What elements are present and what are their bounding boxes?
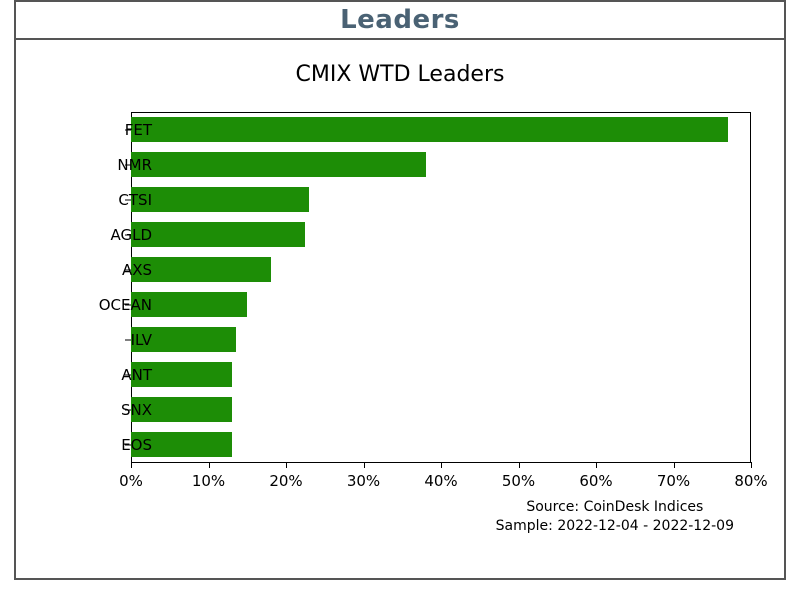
x-axis-label: 40% — [424, 472, 457, 490]
x-tick-mark — [674, 462, 675, 468]
x-tick-mark — [596, 462, 597, 468]
x-axis-label: 60% — [579, 472, 612, 490]
chart-title: CMIX WTD Leaders — [16, 62, 784, 87]
header-cell: Leaders — [14, 0, 786, 40]
x-tick-mark — [209, 462, 210, 468]
x-axis-label: 0% — [119, 472, 143, 490]
x-tick-mark — [364, 462, 365, 468]
x-tick-mark — [286, 462, 287, 468]
bar — [131, 187, 309, 213]
bar — [131, 117, 728, 143]
x-axis-label: 20% — [269, 472, 302, 490]
x-tick-mark — [751, 462, 752, 468]
y-axis-label: NMR — [42, 156, 152, 174]
bar-row — [131, 152, 426, 178]
y-axis-label: ILV — [42, 331, 152, 349]
y-axis-label: FET — [42, 121, 152, 139]
y-axis-label: AGLD — [42, 226, 152, 244]
frame: Leaders CMIX WTD Leaders 0% 10% 20% 30% 40% 5… — [0, 0, 800, 600]
x-axis-label: 10% — [192, 472, 225, 490]
x-tick-mark — [131, 462, 132, 468]
chart-area: CMIX WTD Leaders 0% 10% 20% 30% 40% 50% 60% 70%… — [16, 40, 784, 578]
bar-row — [131, 117, 728, 143]
x-axis-label: 50% — [502, 472, 535, 490]
y-axis-label: SNX — [42, 401, 152, 419]
x-axis-label: 70% — [657, 472, 690, 490]
bar-row — [131, 222, 305, 248]
source-line-1: Source: CoinDesk Indices — [496, 498, 734, 517]
chart-cell: CMIX WTD Leaders 0% 10% 20% 30% 40% 50% 60% 70%… — [14, 40, 786, 580]
x-tick-mark — [441, 462, 442, 468]
x-axis-label: 80% — [734, 472, 767, 490]
plot-region — [131, 112, 751, 462]
bar-row — [131, 187, 309, 213]
chart-source: Source: CoinDesk Indices Sample: 2022-12… — [496, 498, 734, 536]
y-axis-label: OCEAN — [42, 296, 152, 314]
bar — [131, 152, 426, 178]
x-axis-label: 30% — [347, 472, 380, 490]
source-line-2: Sample: 2022-12-04 - 2022-12-09 — [496, 517, 734, 536]
bar — [131, 222, 305, 248]
y-axis-label: CTSI — [42, 191, 152, 209]
x-tick-mark — [519, 462, 520, 468]
y-axis-label: AXS — [42, 261, 152, 279]
page-title: Leaders — [340, 5, 460, 35]
y-axis-label: ANT — [42, 366, 152, 384]
y-axis-label: EOS — [42, 436, 152, 454]
